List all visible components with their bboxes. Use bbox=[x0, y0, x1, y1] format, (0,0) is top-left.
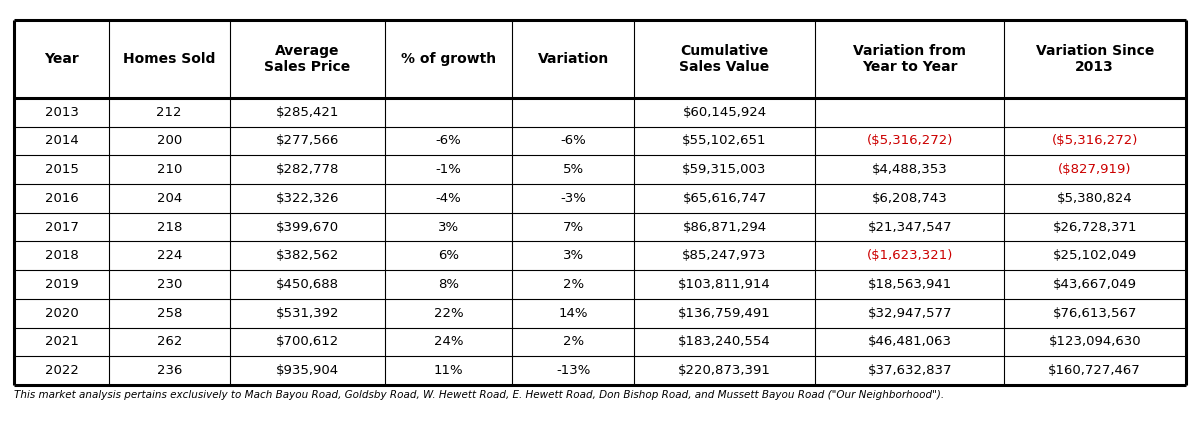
Text: $183,240,554: $183,240,554 bbox=[678, 336, 770, 348]
Text: $322,326: $322,326 bbox=[276, 192, 338, 205]
Text: 2019: 2019 bbox=[44, 278, 78, 291]
Text: Variation Since
2013: Variation Since 2013 bbox=[1036, 44, 1154, 74]
Text: 14%: 14% bbox=[558, 307, 588, 320]
Text: Variation: Variation bbox=[538, 52, 608, 66]
Text: 204: 204 bbox=[156, 192, 182, 205]
Text: $5,380,824: $5,380,824 bbox=[1057, 192, 1133, 205]
Text: 258: 258 bbox=[156, 307, 182, 320]
Text: 230: 230 bbox=[156, 278, 182, 291]
Text: $450,688: $450,688 bbox=[276, 278, 338, 291]
Text: $18,563,941: $18,563,941 bbox=[868, 278, 952, 291]
Text: -1%: -1% bbox=[436, 163, 462, 176]
Text: 6%: 6% bbox=[438, 249, 460, 262]
Text: $160,727,467: $160,727,467 bbox=[1049, 364, 1141, 377]
Text: 3%: 3% bbox=[438, 221, 460, 234]
Text: This market analysis pertains exclusively to Mach Bayou Road, Goldsby Road, W. H: This market analysis pertains exclusivel… bbox=[14, 390, 944, 400]
Text: $55,102,651: $55,102,651 bbox=[683, 134, 767, 147]
Text: $32,947,577: $32,947,577 bbox=[868, 307, 952, 320]
Text: $76,613,567: $76,613,567 bbox=[1052, 307, 1136, 320]
Text: -13%: -13% bbox=[556, 364, 590, 377]
Text: $43,667,049: $43,667,049 bbox=[1052, 278, 1136, 291]
Text: 7%: 7% bbox=[563, 221, 583, 234]
Text: ($827,919): ($827,919) bbox=[1058, 163, 1132, 176]
Text: 11%: 11% bbox=[433, 364, 463, 377]
Text: % of growth: % of growth bbox=[401, 52, 496, 66]
Text: $220,873,391: $220,873,391 bbox=[678, 364, 770, 377]
Text: $60,145,924: $60,145,924 bbox=[683, 106, 767, 119]
Text: $4,488,353: $4,488,353 bbox=[871, 163, 948, 176]
Text: -3%: -3% bbox=[560, 192, 586, 205]
Text: Year: Year bbox=[44, 52, 79, 66]
Text: $86,871,294: $86,871,294 bbox=[683, 221, 767, 234]
Text: $46,481,063: $46,481,063 bbox=[868, 336, 952, 348]
Text: $6,208,743: $6,208,743 bbox=[871, 192, 948, 205]
Text: Variation from
Year to Year: Variation from Year to Year bbox=[853, 44, 966, 74]
Text: Average
Sales Price: Average Sales Price bbox=[264, 44, 350, 74]
Text: $531,392: $531,392 bbox=[276, 307, 338, 320]
Text: 212: 212 bbox=[156, 106, 182, 119]
Text: 236: 236 bbox=[156, 364, 182, 377]
Text: -6%: -6% bbox=[436, 134, 462, 147]
Text: $25,102,049: $25,102,049 bbox=[1052, 249, 1136, 262]
Text: $37,632,837: $37,632,837 bbox=[868, 364, 952, 377]
Text: -6%: -6% bbox=[560, 134, 586, 147]
Text: $285,421: $285,421 bbox=[276, 106, 338, 119]
Text: 2014: 2014 bbox=[44, 134, 78, 147]
Text: $136,759,491: $136,759,491 bbox=[678, 307, 770, 320]
Text: 218: 218 bbox=[156, 221, 182, 234]
Text: 224: 224 bbox=[156, 249, 182, 262]
Text: 22%: 22% bbox=[433, 307, 463, 320]
Text: 2016: 2016 bbox=[44, 192, 78, 205]
Text: -4%: -4% bbox=[436, 192, 462, 205]
Text: 2015: 2015 bbox=[44, 163, 78, 176]
Text: $123,094,630: $123,094,630 bbox=[1049, 336, 1141, 348]
Text: ($1,623,321): ($1,623,321) bbox=[866, 249, 953, 262]
Text: $399,670: $399,670 bbox=[276, 221, 338, 234]
Text: $935,904: $935,904 bbox=[276, 364, 338, 377]
Text: 210: 210 bbox=[156, 163, 182, 176]
Text: ($5,316,272): ($5,316,272) bbox=[1051, 134, 1138, 147]
Text: 24%: 24% bbox=[434, 336, 463, 348]
Text: 3%: 3% bbox=[563, 249, 583, 262]
Text: $700,612: $700,612 bbox=[276, 336, 338, 348]
Text: 2022: 2022 bbox=[44, 364, 78, 377]
Text: $277,566: $277,566 bbox=[276, 134, 338, 147]
Text: $85,247,973: $85,247,973 bbox=[683, 249, 767, 262]
Text: ($5,316,272): ($5,316,272) bbox=[866, 134, 953, 147]
Text: 200: 200 bbox=[156, 134, 182, 147]
Text: 2%: 2% bbox=[563, 278, 583, 291]
Text: $65,616,747: $65,616,747 bbox=[683, 192, 767, 205]
Text: Cumulative
Sales Value: Cumulative Sales Value bbox=[679, 44, 769, 74]
Text: $59,315,003: $59,315,003 bbox=[683, 163, 767, 176]
Text: 2018: 2018 bbox=[44, 249, 78, 262]
Text: $21,347,547: $21,347,547 bbox=[868, 221, 952, 234]
Text: 8%: 8% bbox=[438, 278, 460, 291]
Text: 5%: 5% bbox=[563, 163, 583, 176]
Text: Homes Sold: Homes Sold bbox=[124, 52, 216, 66]
Text: 2021: 2021 bbox=[44, 336, 78, 348]
Text: 2013: 2013 bbox=[44, 106, 78, 119]
Text: $282,778: $282,778 bbox=[276, 163, 338, 176]
Text: $103,811,914: $103,811,914 bbox=[678, 278, 770, 291]
Text: 2020: 2020 bbox=[44, 307, 78, 320]
Text: 2017: 2017 bbox=[44, 221, 78, 234]
Text: $26,728,371: $26,728,371 bbox=[1052, 221, 1136, 234]
Text: 2%: 2% bbox=[563, 336, 583, 348]
Text: 262: 262 bbox=[156, 336, 182, 348]
Text: $382,562: $382,562 bbox=[276, 249, 338, 262]
